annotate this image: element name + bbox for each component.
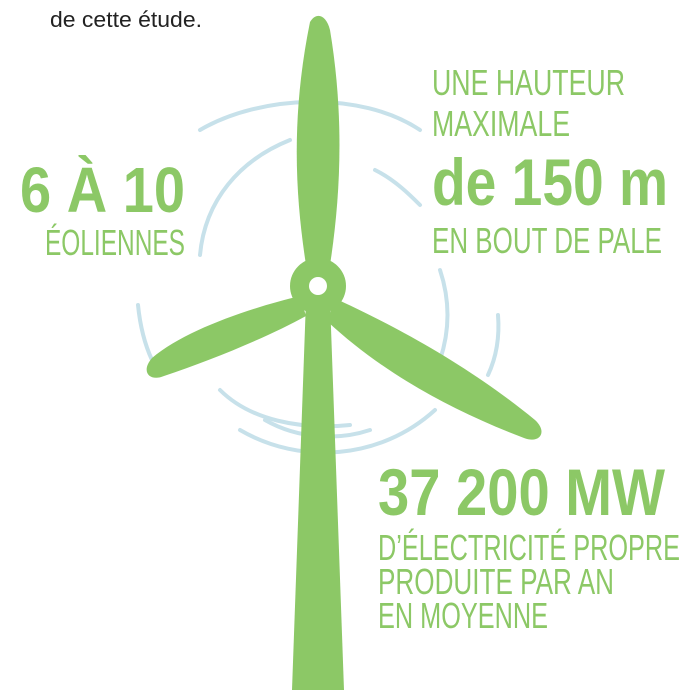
stat-line: EN BOUT DE PALE — [432, 220, 662, 261]
stat-line: EN MOYENNE — [378, 595, 548, 636]
stat-big: 6 À 10 — [20, 154, 185, 226]
stat-top: UNE HAUTEUR — [432, 62, 625, 103]
intro-text: de cette étude. — [50, 7, 202, 32]
stat-big: de 150 m — [432, 145, 668, 219]
stat-top: MAXIMALE — [432, 103, 570, 144]
stat-line: ÉOLIENNES — [45, 222, 185, 263]
infographic: de cette étude. 6 À 10 ÉOLIENNES UNE HAU… — [0, 0, 684, 690]
page: de cette étude. 6 À 10 ÉOLIENNES UNE HAU… — [0, 0, 684, 690]
hub-center — [309, 277, 327, 295]
stat-big: 37 200 MW — [378, 455, 666, 529]
